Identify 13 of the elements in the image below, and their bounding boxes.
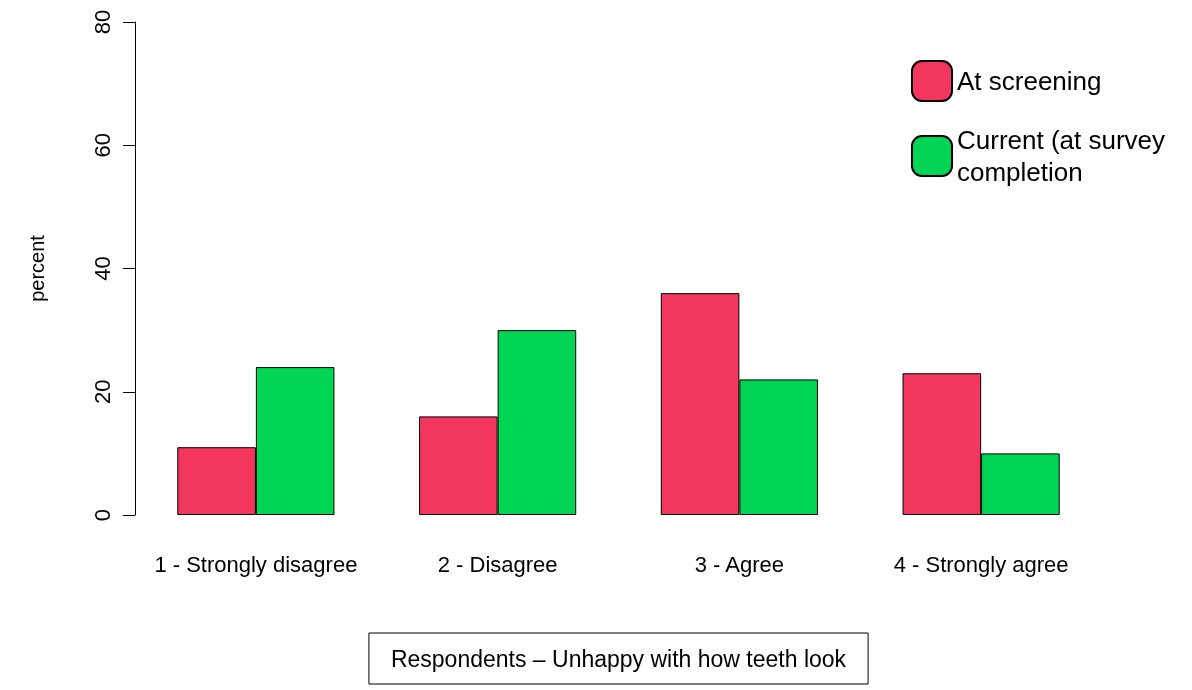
legend-label: Current (at survey completion [957, 125, 1173, 187]
y-tick-label: 40 [89, 256, 115, 281]
x-tick-label: 2 - Disagree [437, 551, 558, 577]
y-tick-label: 80 [89, 9, 115, 35]
y-tick-label: 20 [89, 379, 115, 404]
x-tick-label: 1 - Strongly disagree [154, 551, 358, 577]
y-axis-title: percent [26, 234, 48, 302]
y-tick-label: 0 [89, 508, 115, 522]
x-tick-label: 4 - Strongly agree [893, 551, 1069, 577]
x-axis-title: Respondents – Unhappy with how teeth look [390, 645, 847, 672]
x-tick-label: 3 - Agree [694, 551, 785, 577]
y-tick-label: 60 [89, 133, 115, 158]
legend-label: At screening [957, 66, 1102, 96]
